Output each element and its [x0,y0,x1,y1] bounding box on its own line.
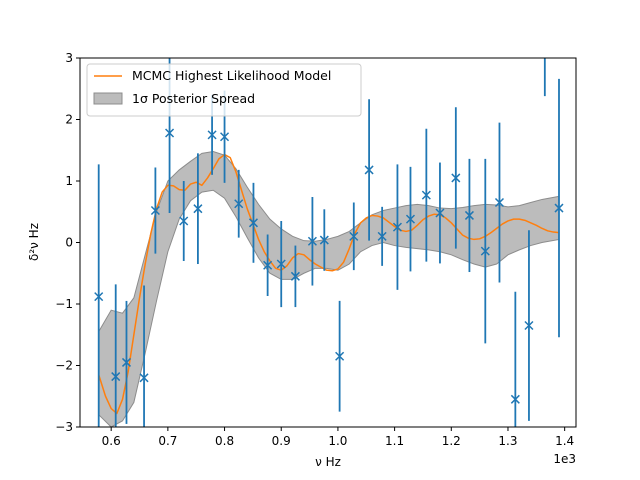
data-point [150,167,160,254]
data-marker [290,271,300,281]
x-tick-label: 0.7 [158,434,177,448]
y-tick-label: 1 [65,174,73,188]
model-line-layer [97,153,560,415]
data-point [179,181,189,261]
x-tick-label: 1.1 [385,434,404,448]
legend-label-model: MCMC Highest Likelihood Model [132,68,331,83]
data-marker [464,210,474,220]
data-point [510,291,520,427]
data-marker [335,351,345,361]
data-marker [220,132,230,142]
data-point [405,166,416,272]
data-marker [405,214,416,224]
x-tick-label: 0.8 [215,434,234,448]
data-point [435,162,445,264]
y-tick-label: 0 [65,236,73,250]
data-marker [139,373,149,383]
data-marker [121,357,132,367]
data-point [392,164,402,290]
data-marker [319,235,329,245]
data-point [377,206,387,266]
data-point [139,285,149,427]
data-marker [510,394,520,404]
data-marker [179,216,189,226]
data-point [234,169,244,238]
data-point [276,220,286,308]
data-point [464,158,474,273]
x-tick-label: 0.6 [102,434,121,448]
data-point [111,284,121,427]
y-tick-label: 2 [65,113,73,127]
data-point [451,107,461,249]
data-marker [554,203,564,213]
legend-label-band: 1σ Posterior Spread [132,91,255,106]
y-axis-label: δ²ν Hz [27,223,41,261]
data-point [524,230,534,421]
data-point [121,300,132,424]
y-tick-label: −2 [55,359,73,373]
data-marker [435,208,445,218]
data-marker [494,197,505,208]
data-point [263,234,273,297]
y-tick-label: −3 [55,420,73,434]
data-marker [193,204,203,214]
x-tick-label: 0.9 [272,434,291,448]
data-marker [263,260,273,270]
data-marker [234,199,244,209]
data-point [421,128,431,262]
data-point [364,99,374,241]
data-marker [248,218,258,228]
data-marker [276,259,286,269]
y-axis-ticks: −3 −2 −1 0 1 2 3 [55,51,80,434]
x-axis-ticks: 0.6 0.7 0.8 0.9 1.0 1.1 1.2 1.3 1.4 [102,427,574,448]
data-point [319,209,329,271]
data-marker [307,236,317,246]
x-tick-label: 1.0 [328,434,347,448]
x-axis-offset: 1e3 [553,452,576,466]
data-marker [364,165,374,175]
x-axis-label: ν Hz [315,455,341,469]
errorbar-layer [94,58,564,427]
data-marker [207,130,217,140]
data-marker [451,173,461,183]
y-tick-label: 3 [65,51,73,65]
data-marker [150,205,160,216]
data-point [349,202,359,271]
data-point [94,164,104,427]
data-point [193,153,203,265]
x-tick-label: 1.2 [442,434,461,448]
legend: MCMC Highest Likelihood Model 1σ Posteri… [86,63,362,117]
data-marker [94,292,104,302]
x-tick-label: 1.3 [498,434,517,448]
data-point [290,245,300,308]
plot-area: 0.6 0.7 0.8 0.9 1.0 1.1 1.2 1.3 1.4 −3 −2 −1 0 1 2 3 1… [27,51,577,469]
data-marker [421,190,431,200]
legend-band-swatch [93,92,123,105]
model-line [97,153,560,415]
data-marker [165,128,175,138]
data-marker [480,246,490,256]
legend-frame [86,63,362,117]
data-marker [377,231,387,241]
data-point [307,196,317,286]
data-marker [111,372,121,382]
data-marker [392,222,402,232]
data-point [248,182,258,263]
data-point [554,78,564,338]
data-marker [349,231,359,241]
data-point [543,58,546,97]
y-tick-label: −1 [55,297,73,311]
x-tick-label: 1.4 [555,434,574,448]
data-marker [524,320,534,331]
data-point [494,122,505,283]
data-point [480,158,490,344]
data-point [335,300,345,412]
